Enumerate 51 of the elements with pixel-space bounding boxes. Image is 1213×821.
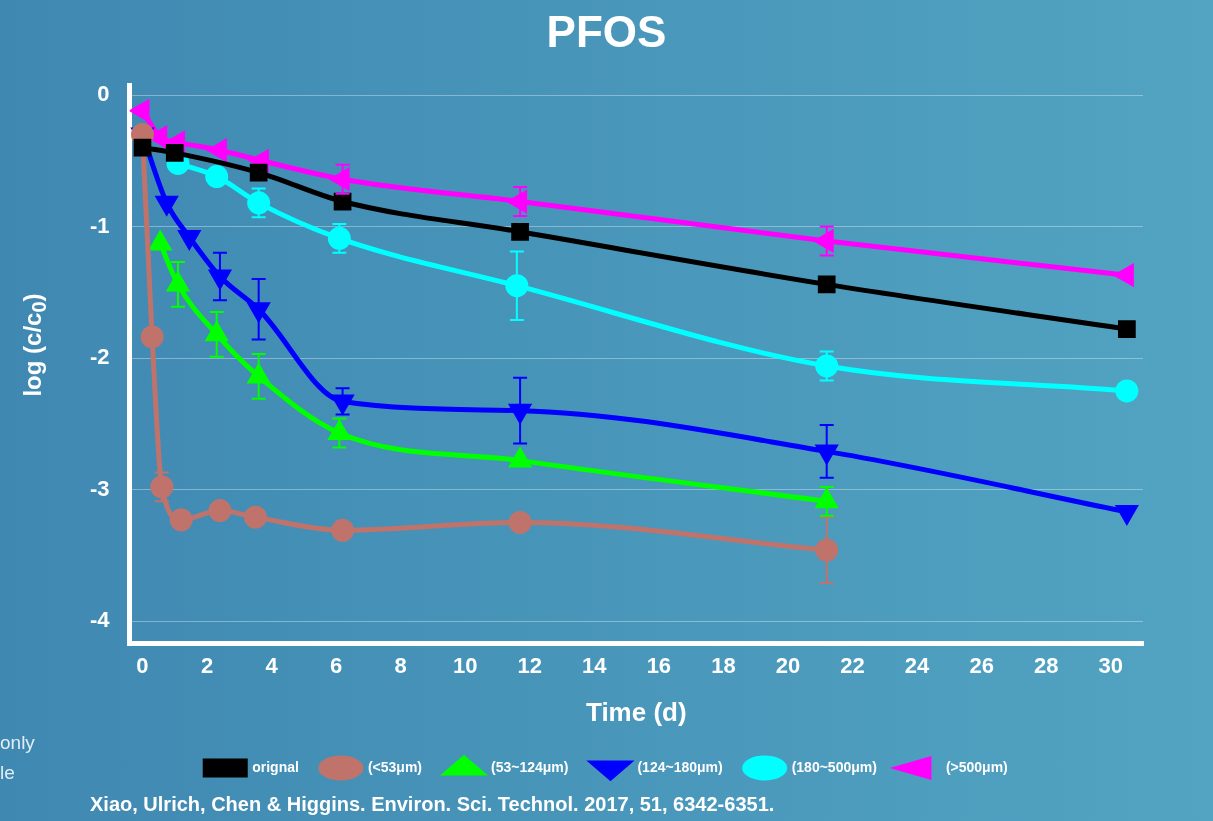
x-tick-label: 8	[394, 652, 407, 678]
point	[133, 138, 152, 157]
point	[205, 165, 229, 189]
text: le	[0, 761, 16, 785]
x-tick-label: 20	[775, 652, 801, 678]
point	[209, 269, 231, 288]
x-tick-label: 0	[136, 652, 149, 678]
x-tick-label: 16	[646, 652, 672, 678]
point	[169, 508, 193, 532]
point	[331, 518, 355, 542]
y-tick-label: 0	[97, 81, 110, 107]
chart-title: PFOS	[546, 6, 667, 56]
text: Xiao, Ulrich, Chen & Higgins. Environ. Sci. Technol. 2017, 51, 6342-6351.	[90, 793, 775, 816]
point	[511, 222, 529, 241]
legend-label: (124~180μm)	[637, 758, 723, 775]
legend-label: (>500μm)	[945, 758, 1008, 775]
point	[243, 505, 267, 529]
x-tick-label: 2	[200, 652, 214, 678]
point	[817, 275, 836, 294]
point	[815, 538, 839, 562]
point	[333, 192, 352, 211]
y-tick-label: -1	[90, 212, 110, 238]
x-axis-title: Time (d)	[585, 696, 687, 727]
x-tick-label: 18	[711, 652, 736, 678]
y-tick-label: -3	[90, 475, 110, 501]
legend-label: (<53μm)	[367, 758, 422, 775]
y-tick-label: -4	[90, 607, 111, 633]
x-tick-label: 12	[517, 652, 543, 678]
x-tick-label: 6	[330, 652, 343, 678]
point	[208, 499, 232, 523]
y-tick-label: -2	[90, 344, 110, 370]
x-tick-label: 22	[840, 652, 865, 678]
point	[249, 163, 268, 182]
x-tick-label: 26	[969, 652, 994, 678]
point	[165, 144, 184, 162]
x-tick-label: 14	[582, 652, 608, 678]
text: only	[0, 731, 35, 755]
point	[1115, 379, 1139, 403]
x-tick-label: 24	[904, 652, 931, 678]
x-tick-label: 10	[452, 652, 478, 678]
x-tick-label: 28	[1033, 652, 1059, 678]
point	[140, 325, 164, 349]
legend-label: orignal	[252, 758, 299, 775]
x-tick-label: 30	[1098, 652, 1123, 678]
point	[247, 191, 271, 215]
legend-label: (180~500μm)	[791, 758, 877, 775]
point	[505, 274, 529, 298]
legend-label: (53~124μm)	[490, 758, 569, 775]
point	[1118, 320, 1136, 338]
x-tick-label: 4	[265, 652, 279, 678]
point	[508, 510, 532, 534]
